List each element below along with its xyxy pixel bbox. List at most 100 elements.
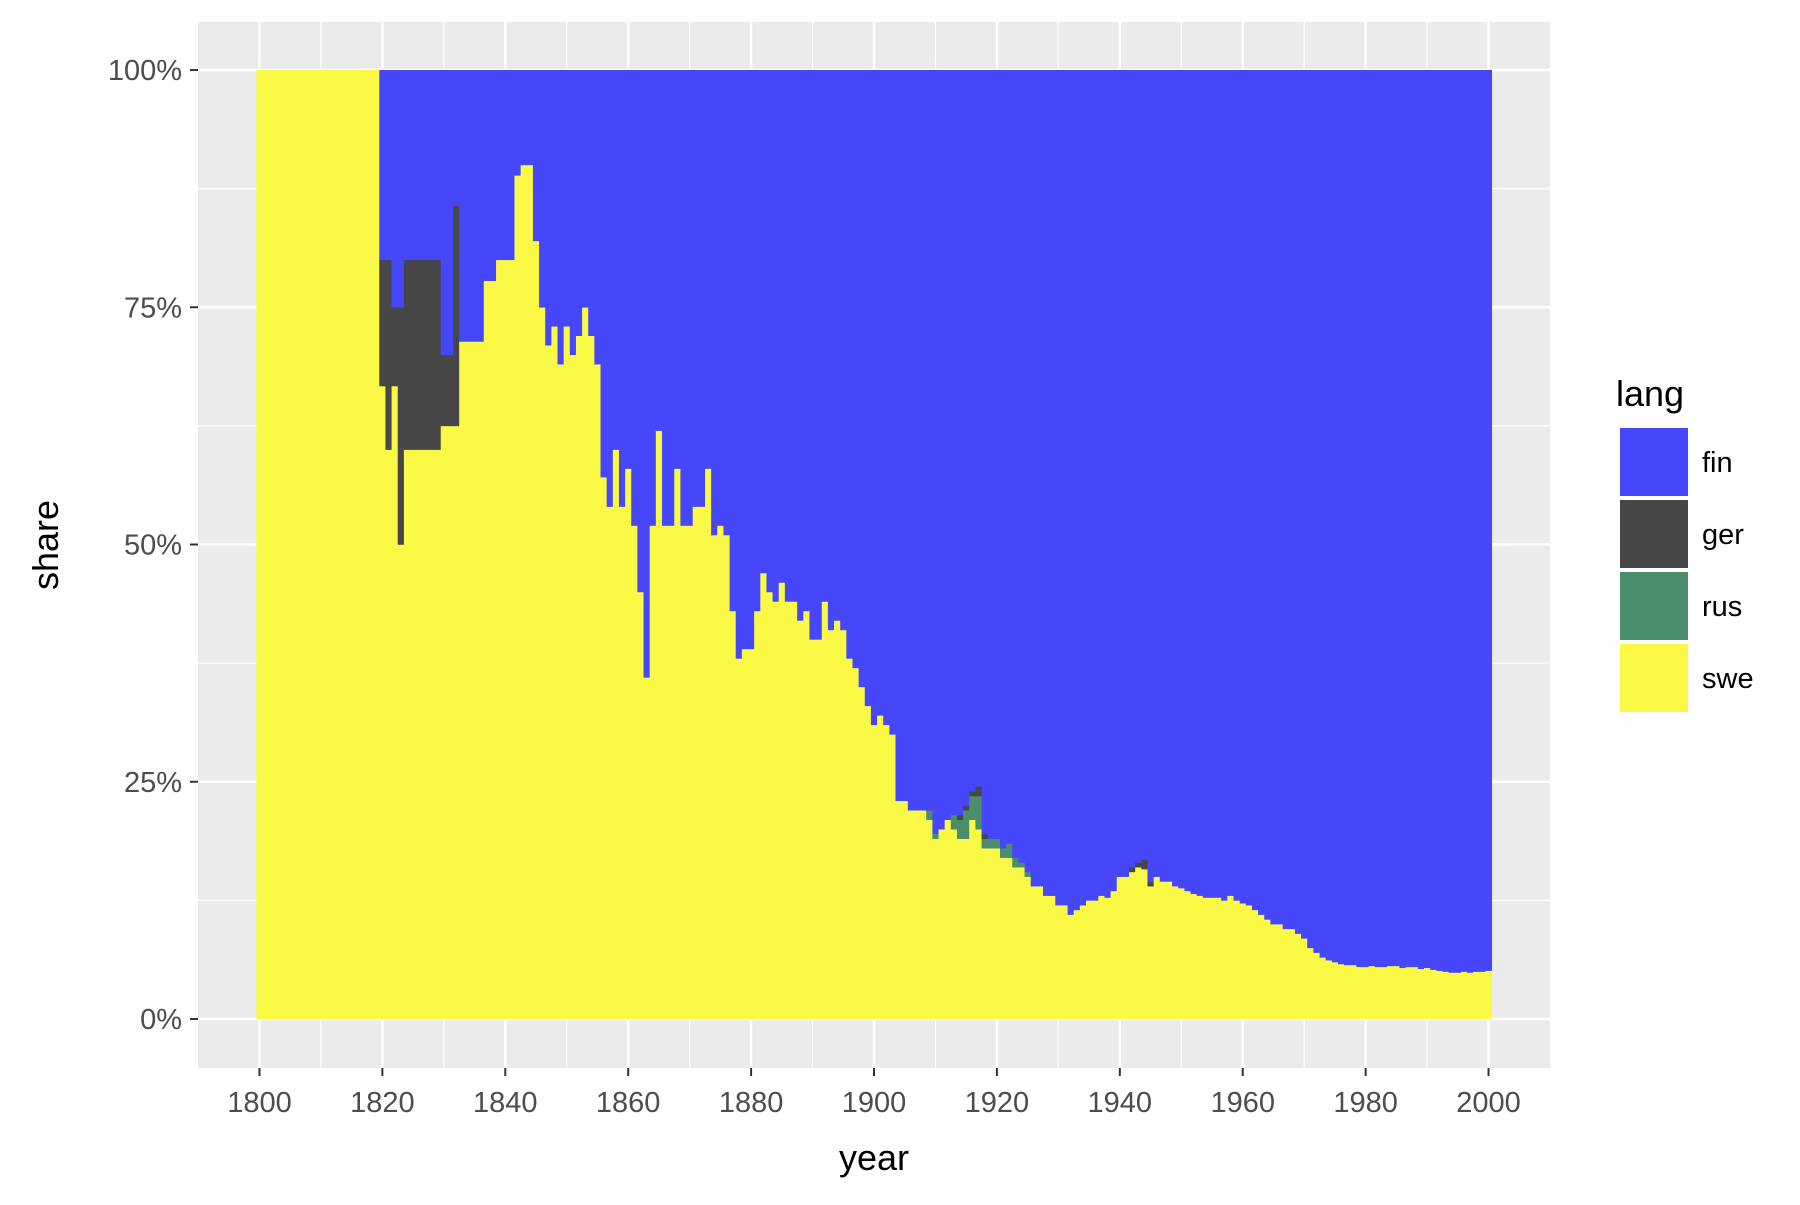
bar-segment-fin [1043, 70, 1050, 896]
bar-segment-swe [551, 326, 558, 1020]
bar-segment-fin [618, 70, 626, 507]
bar-segment-swe [784, 601, 792, 1020]
bar-segment-fin [717, 70, 724, 526]
legend-title: lang [1616, 373, 1684, 414]
bar-segment-fin [852, 70, 860, 669]
bar-segment-swe [397, 544, 405, 1020]
bar-segment-fin [1122, 70, 1130, 877]
bar-segment-swe [582, 307, 589, 1020]
bar-segment-swe [280, 70, 288, 1020]
bar-segment-fin [508, 70, 515, 261]
bar-segment-swe [1018, 867, 1025, 1020]
bar-segment-swe [1288, 928, 1296, 1020]
bar-segment-fin [870, 70, 878, 726]
bar-segment-ger [1141, 859, 1148, 870]
bar-segment-fin [1485, 70, 1493, 971]
bar-segment-swe [1417, 968, 1425, 1020]
bar-segment-swe [895, 800, 903, 1020]
bar-segment-swe [311, 70, 319, 1020]
bar-segment-fin [901, 70, 909, 802]
bar-segment-fin [741, 70, 749, 650]
bar-segment-fin [1227, 70, 1234, 896]
axes: 1800 1820 1840 1860 1880 1900 1920 1940 1960 1980… [108, 55, 1521, 1119]
bar-segment-fin [1049, 70, 1056, 896]
bar-segment-swe [1276, 924, 1284, 1020]
bar-segment-swe [1098, 895, 1105, 1020]
bar-segment-swe [698, 506, 706, 1020]
bar-segment-swe [367, 70, 374, 1020]
bar-segment-fin [379, 70, 386, 261]
bar-segment-fin [649, 70, 657, 526]
bar-segment-fin [963, 70, 970, 806]
bar-segment-swe [846, 658, 853, 1020]
bar-segment-fin [1208, 70, 1216, 898]
bar-segment-fin [422, 70, 429, 261]
bar-segment-fin [840, 70, 847, 631]
bar-segment-swe [852, 667, 860, 1020]
bar-segment-swe [1319, 957, 1327, 1020]
bar-segment-fin [686, 70, 694, 526]
bar-segment-swe [1374, 966, 1382, 1020]
bar-segment-swe [330, 70, 337, 1020]
legend-key-rus [1620, 572, 1688, 640]
bar-segment-swe [1405, 966, 1413, 1020]
bar-segment-swe [748, 648, 755, 1020]
bar-segment-fin [932, 70, 939, 835]
bar-segment-swe [680, 525, 687, 1020]
data-bars [256, 70, 1493, 1020]
bar-segment-swe [256, 70, 263, 1020]
bar-segment-fin [668, 70, 675, 526]
bar-segment-fin [612, 70, 620, 450]
bar-segment-fin [1430, 70, 1437, 970]
bar-segment-swe [723, 535, 730, 1020]
bar-segment-fin [1251, 70, 1259, 911]
bar-segment-swe [471, 341, 479, 1020]
bar-segment-swe [711, 535, 718, 1020]
bar-segment-fin [674, 70, 681, 469]
bar-segment-swe [1331, 962, 1339, 1020]
bar-segment-swe [944, 819, 952, 1020]
bar-segment-swe [1055, 905, 1062, 1020]
bar-segment-swe [1424, 967, 1431, 1020]
bar-segment-swe [1239, 903, 1247, 1020]
bar-segment-fin [1129, 70, 1136, 868]
bar-segment-fin [1141, 70, 1148, 860]
bar-segment-swe [348, 70, 356, 1020]
bar-segment-swe [803, 610, 810, 1020]
bar-segment-swe [1190, 893, 1198, 1020]
bar-segment-swe [1116, 876, 1124, 1020]
bar-segment-swe [1092, 900, 1099, 1020]
bar-segment-fin [1424, 70, 1431, 969]
bar-segment-swe [360, 70, 368, 1020]
bar-segment-swe [913, 810, 921, 1020]
bar-segment-fin [1006, 70, 1013, 844]
legend-key-ger [1620, 500, 1688, 568]
bar-segment-swe [520, 164, 528, 1020]
bar-segment-ger [956, 814, 964, 821]
bar-segment-swe [932, 838, 939, 1020]
bar-segment-fin [877, 70, 884, 716]
bar-segment-fin [729, 70, 737, 612]
bar-segment-swe [950, 829, 958, 1020]
bar-segment-fin [1350, 70, 1357, 966]
bar-segment-rus [1018, 862, 1025, 868]
bar-segment-swe [889, 734, 896, 1020]
bar-segment-fin [1239, 70, 1247, 904]
bar-segment-swe [907, 810, 915, 1020]
bar-segment-fin [1473, 70, 1480, 972]
bar-segment-swe [618, 506, 626, 1020]
bar-segment-fin [1467, 70, 1474, 973]
bar-segment-fin [1368, 70, 1376, 967]
bar-segment-fin [999, 70, 1007, 849]
bar-segment-swe [342, 70, 349, 1020]
bar-segment-ger [1135, 862, 1142, 868]
bar-segment-swe [766, 591, 773, 1020]
bar-segment-rus [926, 810, 933, 821]
bar-segment-swe [1245, 905, 1253, 1020]
bar-segment-fin [1024, 70, 1032, 873]
bar-segment-swe [1086, 900, 1093, 1020]
bar-segment-fin [1147, 70, 1155, 882]
bar-segment-fin [637, 70, 644, 593]
bar-segment-fin [803, 70, 810, 612]
bar-segment-fin [545, 70, 552, 346]
